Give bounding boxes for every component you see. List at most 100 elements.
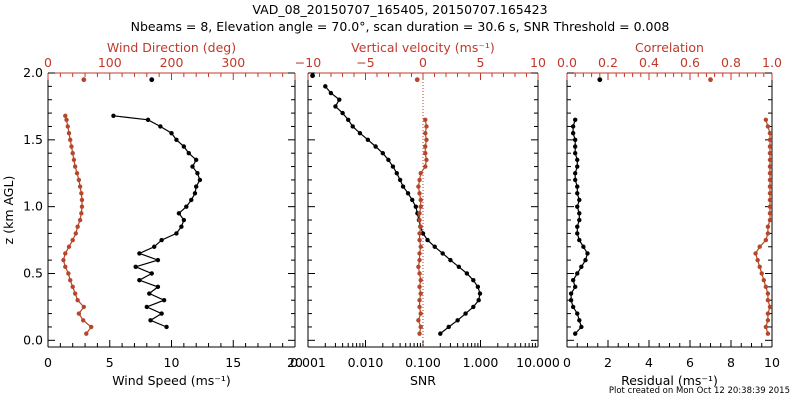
data-point-vertical-velocity xyxy=(417,251,422,256)
y-axis-label: z (km AGL) xyxy=(1,176,16,245)
data-point-correlation xyxy=(763,284,769,290)
data-point-residual xyxy=(577,197,582,203)
data-point-correlation xyxy=(763,237,769,243)
x-tick-label-correlation: 8 xyxy=(727,355,735,370)
data-point-wind-speed xyxy=(155,284,161,290)
data-point-snr xyxy=(432,244,437,249)
data-point-wind-direction xyxy=(68,137,73,143)
series-line-wind-direction xyxy=(62,115,93,334)
data-point-snr xyxy=(471,304,476,310)
data-point-wind-direction xyxy=(69,144,74,149)
data-point-vertical-velocity xyxy=(423,164,428,169)
data-point-vertical-velocity xyxy=(423,117,428,122)
data-point-snr xyxy=(386,157,391,163)
y-tick-label: 2.0 xyxy=(23,65,43,80)
data-point-snr xyxy=(345,117,351,122)
data-point-correlation xyxy=(765,124,771,129)
x-tick-label-correlation: 2 xyxy=(604,355,612,370)
data-point-wind-direction xyxy=(89,324,94,330)
x-tick-label-wind: 0 xyxy=(44,355,52,370)
top-tick-label-wind: 300 xyxy=(221,55,245,70)
data-point-residual xyxy=(577,237,582,243)
data-point-vertical-velocity xyxy=(416,264,421,270)
data-point-residual xyxy=(575,224,580,229)
data-point-correlation xyxy=(757,244,762,249)
data-point-residual xyxy=(573,331,578,336)
data-point-residual xyxy=(575,231,580,236)
data-point-wind-direction xyxy=(79,197,85,203)
data-point-correlation xyxy=(765,231,771,236)
top-tick-label-snr: 10 xyxy=(530,55,546,70)
x-tick-label-correlation: 10 xyxy=(764,355,780,370)
x-axis-label-wind: Wind Speed (ms⁻¹) xyxy=(112,373,231,388)
data-point-snr xyxy=(440,251,445,256)
data-point-wind-speed xyxy=(155,257,161,263)
top-tick-label-wind: 200 xyxy=(160,55,184,70)
data-point-wind-direction xyxy=(76,311,82,316)
data-point-vertical-velocity xyxy=(423,144,428,149)
top-tick-label-correlation: 0.2 xyxy=(598,55,618,70)
x-tick-label-wind: 15 xyxy=(225,355,241,370)
data-point-snr xyxy=(420,231,426,236)
data-point-wind-speed xyxy=(174,137,179,143)
data-point-vertical-velocity xyxy=(418,171,423,176)
data-point-wind-speed xyxy=(194,157,199,163)
data-point-snr xyxy=(394,171,399,176)
data-point-residual xyxy=(575,311,580,316)
title-line-2: Nbeams = 8, Elevation angle = 70.0°, sca… xyxy=(130,19,670,34)
x-tick-label-wind: 20 xyxy=(287,355,303,370)
data-point-wind-direction xyxy=(66,130,72,136)
data-point-correlation xyxy=(767,150,773,156)
data-point-vertical-velocity xyxy=(417,271,422,276)
data-point-residual xyxy=(581,244,586,249)
data-point-correlation xyxy=(765,311,771,316)
data-point-wind-speed xyxy=(111,113,116,118)
data-point-correlation xyxy=(761,277,766,283)
data-point-correlation xyxy=(767,137,773,143)
data-point-residual xyxy=(575,271,580,276)
data-point-correlation xyxy=(763,117,769,122)
data-point-vertical-velocity xyxy=(424,137,429,143)
data-point-wind-speed xyxy=(189,197,194,203)
data-point-wind-speed xyxy=(164,324,169,330)
data-point-snr xyxy=(438,331,443,336)
data-point-residual xyxy=(575,164,580,169)
data-point-correlation xyxy=(763,324,769,330)
data-point-vertical-velocity xyxy=(424,157,429,163)
data-point-correlation xyxy=(767,204,773,209)
data-point-wind-direction xyxy=(77,217,83,223)
data-point-wind-direction xyxy=(70,150,75,156)
data-point-wind-direction xyxy=(72,164,78,169)
data-point-wind-speed xyxy=(145,117,151,122)
data-point-residual xyxy=(577,211,582,216)
x-axis-label-snr: SNR xyxy=(410,373,436,388)
data-point-residual xyxy=(583,257,588,263)
data-point-snr xyxy=(328,90,334,96)
x-tick-label-snr: 0.010 xyxy=(348,355,384,370)
x-axis-label-correlation: Residual (ms⁻¹) xyxy=(621,373,718,388)
data-point-residual xyxy=(585,251,590,256)
data-point-residual xyxy=(573,150,578,156)
data-point-wind-speed xyxy=(137,277,142,283)
data-point-snr xyxy=(365,137,371,143)
data-point-snr xyxy=(397,177,403,183)
data-point-snr xyxy=(463,311,468,316)
data-point-wind-speed xyxy=(159,237,164,243)
data-point-snr xyxy=(476,298,481,303)
data-point-residual xyxy=(570,277,576,283)
data-point-correlation xyxy=(767,217,773,223)
data-point-vertical-velocity xyxy=(417,231,422,236)
data-point-vertical-velocity xyxy=(417,298,422,303)
data-point-wind-direction xyxy=(76,177,82,183)
top-tick-label-snr: 5 xyxy=(477,55,485,70)
data-point-wind-direction xyxy=(73,231,78,236)
data-point-vertical-velocity xyxy=(416,184,421,189)
isolated-point-correlation xyxy=(708,77,713,83)
data-point-correlation xyxy=(759,271,764,276)
data-point-residual xyxy=(573,171,578,176)
data-point-correlation xyxy=(757,264,762,270)
data-point-vertical-velocity xyxy=(417,284,422,290)
data-point-wind-direction xyxy=(70,237,75,243)
top-axis-label-snr: Vertical velocity (ms⁻¹) xyxy=(351,40,495,55)
top-tick-label-snr: −5 xyxy=(356,55,374,70)
